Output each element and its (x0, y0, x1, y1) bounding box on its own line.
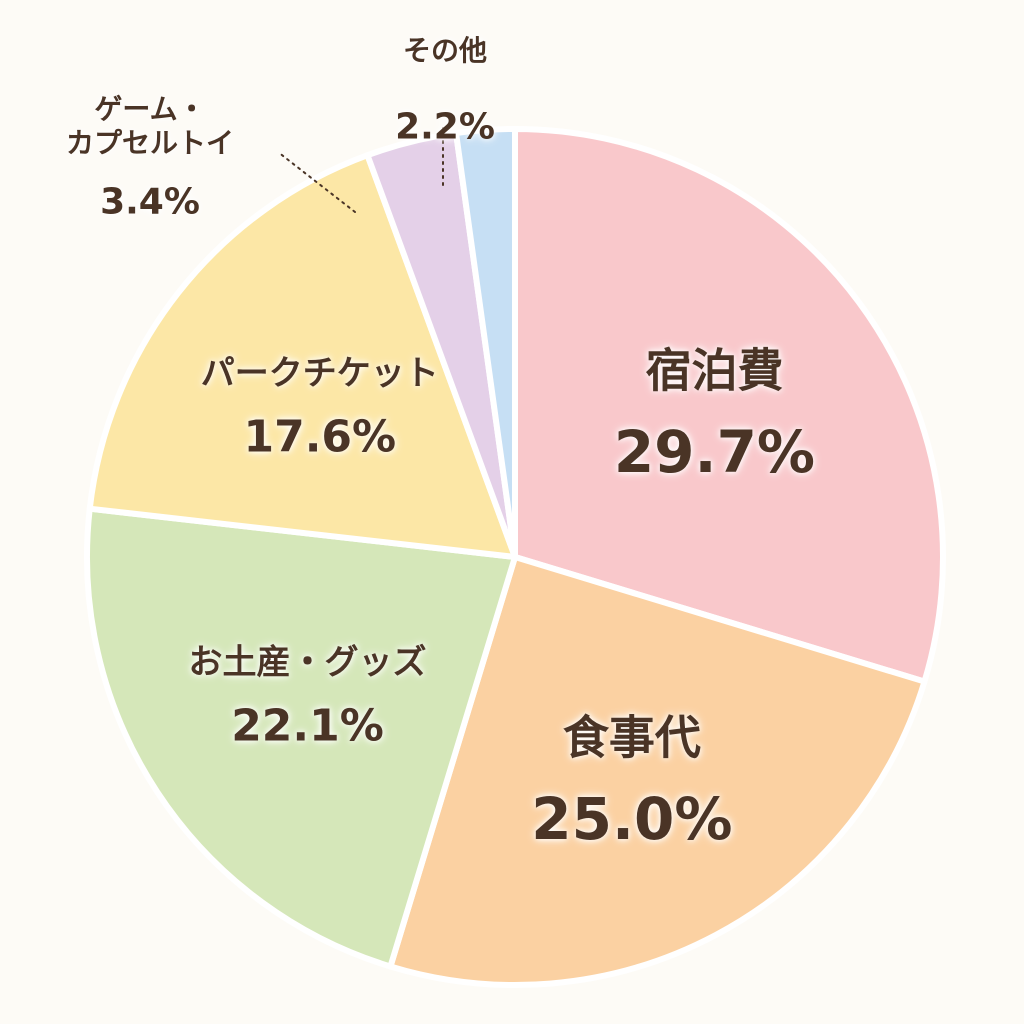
slice-label: 食事代 (562, 710, 701, 765)
value-label: 29.7% (613, 418, 816, 487)
slice-label: パークチケット (200, 353, 439, 394)
slice-label: ゲーム・ カプセルトイ (65, 92, 235, 159)
value-label: 17.6% (243, 411, 397, 463)
leader-line (277, 151, 356, 213)
value-label: 25.0% (531, 785, 733, 854)
slice-label: 宿泊費 (645, 343, 784, 398)
pie-slice (512, 126, 946, 685)
pie-slice (387, 554, 928, 988)
value-label: 22.1% (231, 700, 384, 752)
pie-slice (453, 126, 518, 560)
pie-slice (84, 505, 518, 970)
slice-label: その他 (402, 34, 488, 68)
pie-slice (86, 152, 518, 560)
slice-label: お土産・グッズ (188, 642, 427, 683)
value-label: 2.2% (395, 106, 495, 148)
value-label: 3.4% (100, 181, 200, 223)
